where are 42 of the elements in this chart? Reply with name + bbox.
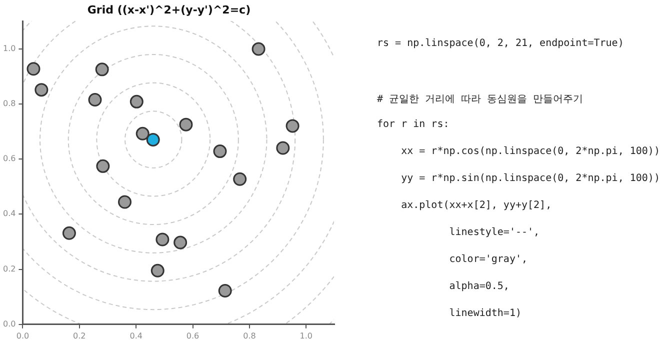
y-tick-label: 0.6 bbox=[2, 154, 16, 164]
y-tick-label: 0.8 bbox=[2, 98, 16, 108]
point bbox=[218, 284, 232, 298]
y-tick-label: 0.0 bbox=[2, 319, 16, 328]
chart-title: Grid ((x-x')^2+(y-y')^2=c) bbox=[87, 3, 251, 16]
point bbox=[156, 232, 170, 246]
point bbox=[88, 93, 102, 107]
point bbox=[62, 226, 76, 240]
y-tick-label: 0.2 bbox=[2, 264, 16, 274]
point bbox=[130, 94, 144, 108]
point bbox=[276, 141, 290, 155]
point bbox=[213, 144, 227, 158]
text: rs = np.linspace(0, 2, 21, endpoint=True) bbox=[377, 38, 625, 51]
x-tick-label: 0.8 bbox=[243, 331, 256, 340]
text: for r in rs: bbox=[377, 119, 450, 132]
point bbox=[150, 264, 164, 278]
point bbox=[286, 119, 300, 133]
x-tick-label: 0.0 bbox=[16, 331, 30, 340]
text: yy = r*np.sin(np.linspace(0, 2*np.pi, 100)) bbox=[400, 173, 660, 186]
point bbox=[95, 62, 109, 76]
text: linewidth=1) bbox=[448, 308, 522, 321]
text: # 균일한 거리에 따라 동심원을 만들어주기 bbox=[377, 93, 584, 107]
point bbox=[118, 195, 132, 209]
x-tick-label: 1.0 bbox=[300, 331, 313, 340]
text: alpha=0.5, bbox=[448, 281, 510, 294]
x-tick-label: 0.4 bbox=[130, 331, 142, 340]
point bbox=[136, 126, 150, 140]
text: ax.plot(xx+x[2], yy+y[2], bbox=[400, 200, 553, 213]
point bbox=[252, 42, 266, 56]
text: color='gray', bbox=[448, 254, 529, 267]
text: linestyle='--', bbox=[448, 227, 541, 240]
point bbox=[96, 159, 110, 173]
point bbox=[34, 83, 48, 97]
text: xx = r*np.cos(np.linspace(0, 2*np.pi, 100)) bbox=[400, 146, 660, 159]
point bbox=[179, 118, 193, 132]
y-tick-label: 0.4 bbox=[2, 209, 16, 218]
point bbox=[174, 236, 188, 250]
x-tick-label: 0.2 bbox=[73, 331, 86, 340]
point bbox=[233, 172, 247, 186]
y-tick-label: 1.0 bbox=[2, 44, 16, 53]
x-tick-label: 0.6 bbox=[186, 331, 200, 340]
point bbox=[26, 62, 40, 76]
